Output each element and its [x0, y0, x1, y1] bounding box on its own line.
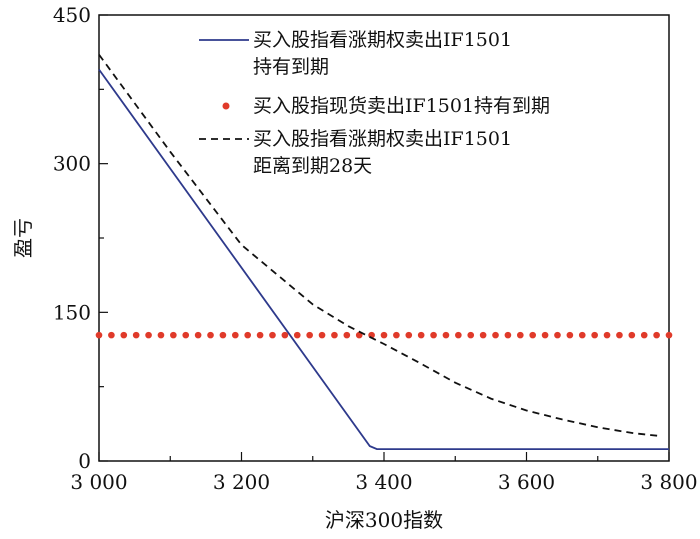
- series-line: [98, 68, 669, 450]
- series-layer: [95, 54, 673, 450]
- series-3-point: [219, 331, 227, 339]
- series-3: [98, 54, 662, 438]
- series-3-point: [405, 331, 413, 339]
- x-axis-title: 沪深300指数: [325, 508, 443, 532]
- legend-label: 买入股指现货卖出IF1501持有到期: [253, 95, 550, 117]
- series-3-point: [269, 331, 276, 339]
- plot-frame: [98, 14, 670, 462]
- series-3-point: [492, 331, 499, 339]
- series-3-point: [306, 331, 313, 339]
- series-3-point: [417, 331, 425, 339]
- y-axis-title: 盈亏: [11, 218, 35, 258]
- series-3-point: [380, 331, 388, 339]
- legend-item: 买入股指看涨期权卖出IF1501 距离到期28天: [199, 128, 512, 177]
- legend: 买入股指看涨期权卖出IF1501持有到期买入股指现货卖出IF1501持有到期买入…: [199, 29, 550, 177]
- x-tick-label: 3 400: [355, 470, 412, 494]
- series-3-point: [665, 331, 673, 339]
- series-3-point: [207, 331, 214, 339]
- y-tick-label: 0: [78, 449, 91, 473]
- series-3-point: [393, 331, 400, 339]
- series-3-point: [120, 331, 128, 339]
- series-3-point: [517, 331, 524, 339]
- series-3-point: [640, 331, 648, 339]
- x-tick-label: 3 800: [640, 470, 697, 494]
- series-3-point: [442, 331, 450, 339]
- legend-label: 持有到期: [253, 56, 329, 78]
- x-tick-label: 3 200: [213, 470, 270, 494]
- series-3-point: [343, 331, 351, 339]
- series-3-point: [157, 331, 165, 339]
- series-3-point: [455, 331, 462, 339]
- series-3-point: [616, 331, 623, 339]
- series-2: [95, 331, 673, 339]
- y-tick-label: 300: [53, 152, 91, 176]
- series-1: [98, 68, 669, 450]
- series-3-point: [628, 331, 636, 339]
- series-3-point: [603, 331, 611, 339]
- series-3-point: [504, 331, 512, 339]
- legend-item: 买入股指看涨期权卖出IF1501 持有到期: [199, 29, 512, 78]
- series-3-point: [182, 331, 190, 339]
- series-3-point: [578, 331, 586, 339]
- series-3-point: [194, 331, 202, 339]
- series-3-point: [591, 331, 598, 339]
- x-tick-label: 3 600: [498, 470, 555, 494]
- series-3-point: [479, 331, 487, 339]
- series-3-point: [355, 331, 363, 339]
- series-3-point: [170, 331, 177, 339]
- series-3-point: [554, 331, 561, 339]
- series-3-point: [566, 331, 574, 339]
- series-3-point: [331, 331, 338, 339]
- x-tick-label: 3 000: [70, 470, 127, 494]
- y-tick-label: 150: [53, 300, 91, 324]
- series-3-point: [529, 331, 536, 339]
- series-3-point: [318, 331, 326, 339]
- series-3-point: [232, 331, 239, 339]
- legend-label: 买入股指看涨期权卖出IF1501: [253, 128, 512, 150]
- series-3-point: [653, 331, 660, 339]
- y-tick-label: 450: [53, 3, 91, 27]
- y-axis-ticks: 0 150 300 450: [53, 3, 108, 473]
- series-3-point: [256, 331, 264, 339]
- legend-marker: [222, 102, 230, 110]
- series-3-point: [281, 331, 289, 339]
- series-3-point: [145, 331, 152, 339]
- x-axis-ticks: 3 000 3 200 3 400 3 600 3 800: [70, 452, 698, 494]
- legend-item: 买入股指现货卖出IF1501持有到期: [222, 95, 550, 117]
- legend-label: 买入股指看涨期权卖出IF1501: [253, 29, 512, 51]
- series-3-point: [430, 331, 437, 339]
- legend-label: 距离到期28天: [253, 155, 372, 177]
- series-3-point: [108, 331, 115, 339]
- series-3-point: [293, 331, 301, 339]
- series-3-point: [467, 331, 475, 339]
- series-3-point: [541, 331, 549, 339]
- series-line: [98, 54, 662, 438]
- series-3-point: [132, 331, 140, 339]
- series-3-point: [95, 331, 103, 339]
- series-3-point: [244, 331, 251, 339]
